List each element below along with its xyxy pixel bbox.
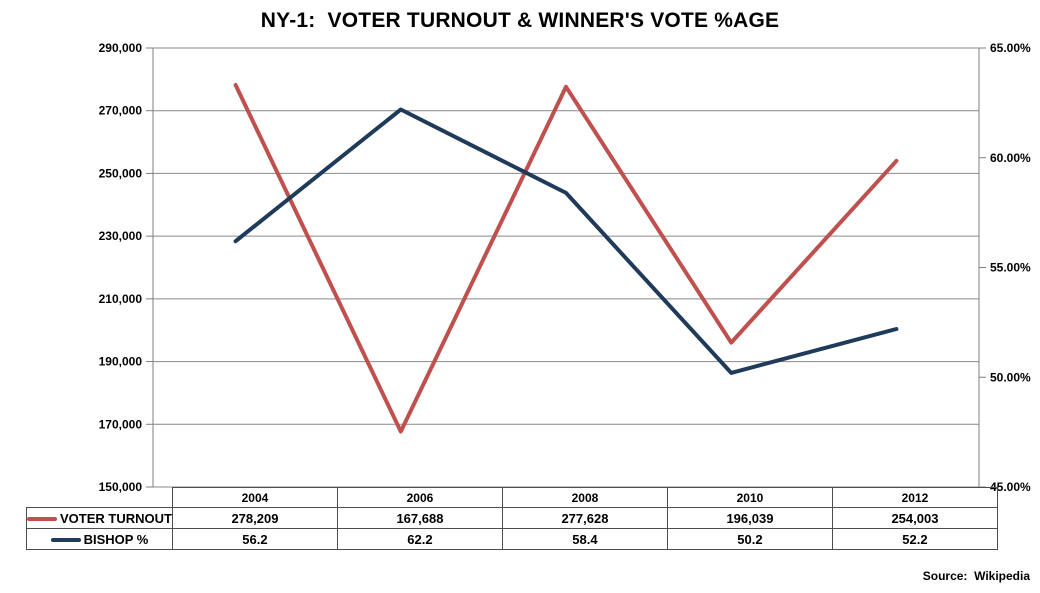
year-cell: 2008 xyxy=(501,487,668,508)
value-cell: 58.4 xyxy=(501,528,668,550)
chart-title: NY-1: VOTER TURNOUT & WINNER'S VOTE %AGE xyxy=(260,9,780,32)
left-axis-label: 210,000 xyxy=(99,292,143,306)
value-cell: 167,688 xyxy=(336,507,503,529)
right-axis-label: 60.00% xyxy=(990,151,1031,165)
left-axis-label: 250,000 xyxy=(99,166,143,180)
value-cell: 277,628 xyxy=(501,507,668,529)
voter-turnout-line-swatch-icon xyxy=(27,517,57,522)
value-cell: 50.2 xyxy=(666,528,833,550)
value-cell: 62.2 xyxy=(336,528,503,550)
value-cell: 196,039 xyxy=(666,507,833,529)
left-axis-label: 230,000 xyxy=(99,229,143,243)
left-axis-label: 190,000 xyxy=(99,355,143,369)
year-cell: 2010 xyxy=(666,487,833,508)
left-axis-label: 150,000 xyxy=(99,480,143,494)
table-corner xyxy=(27,488,173,508)
legend-label: BISHOP % xyxy=(83,531,149,547)
value-cell: 56.2 xyxy=(171,528,338,550)
left-axis-label: 170,000 xyxy=(99,417,143,431)
year-cell: 2004 xyxy=(171,487,338,508)
table-header-row: 2004 2006 2008 2010 2012 xyxy=(27,487,998,508)
legend-cell: VOTER TURNOUT xyxy=(26,507,173,529)
right-axis-label: 45.00% xyxy=(990,480,1031,494)
source-credit: Source: Wikipedia xyxy=(922,569,1030,583)
value-cell: 52.2 xyxy=(831,528,998,550)
table-row-voter-turnout: VOTER TURNOUT 278,209 167,688 277,628 196,03… xyxy=(26,507,998,529)
value-cell: 254,003 xyxy=(831,507,998,529)
legend-cell: BISHOP % xyxy=(26,528,173,550)
year-cell: 2006 xyxy=(336,487,503,508)
bishop-line-swatch-icon xyxy=(50,538,81,543)
year-cell: 2012 xyxy=(831,487,998,508)
legend-label: VOTER TURNOUT xyxy=(60,510,172,526)
table-row-bishop: BISHOP % 56.2 62.2 58.4 50.2 52.2 xyxy=(26,528,998,550)
bishop-line xyxy=(233,107,899,375)
voter-turnout-line xyxy=(233,83,899,434)
right-axis-label: 55.00% xyxy=(990,261,1031,275)
value-cell: 278,209 xyxy=(171,507,338,529)
left-axis-label: 270,000 xyxy=(99,104,143,118)
data-table: 2004 2006 2008 2010 2012 VOTER TURNOUT 278,209… xyxy=(26,487,998,550)
right-axis-label: 65.00% xyxy=(990,41,1031,55)
right-axis-label: 50.00% xyxy=(990,370,1031,384)
left-axis-label: 290,000 xyxy=(99,41,143,55)
